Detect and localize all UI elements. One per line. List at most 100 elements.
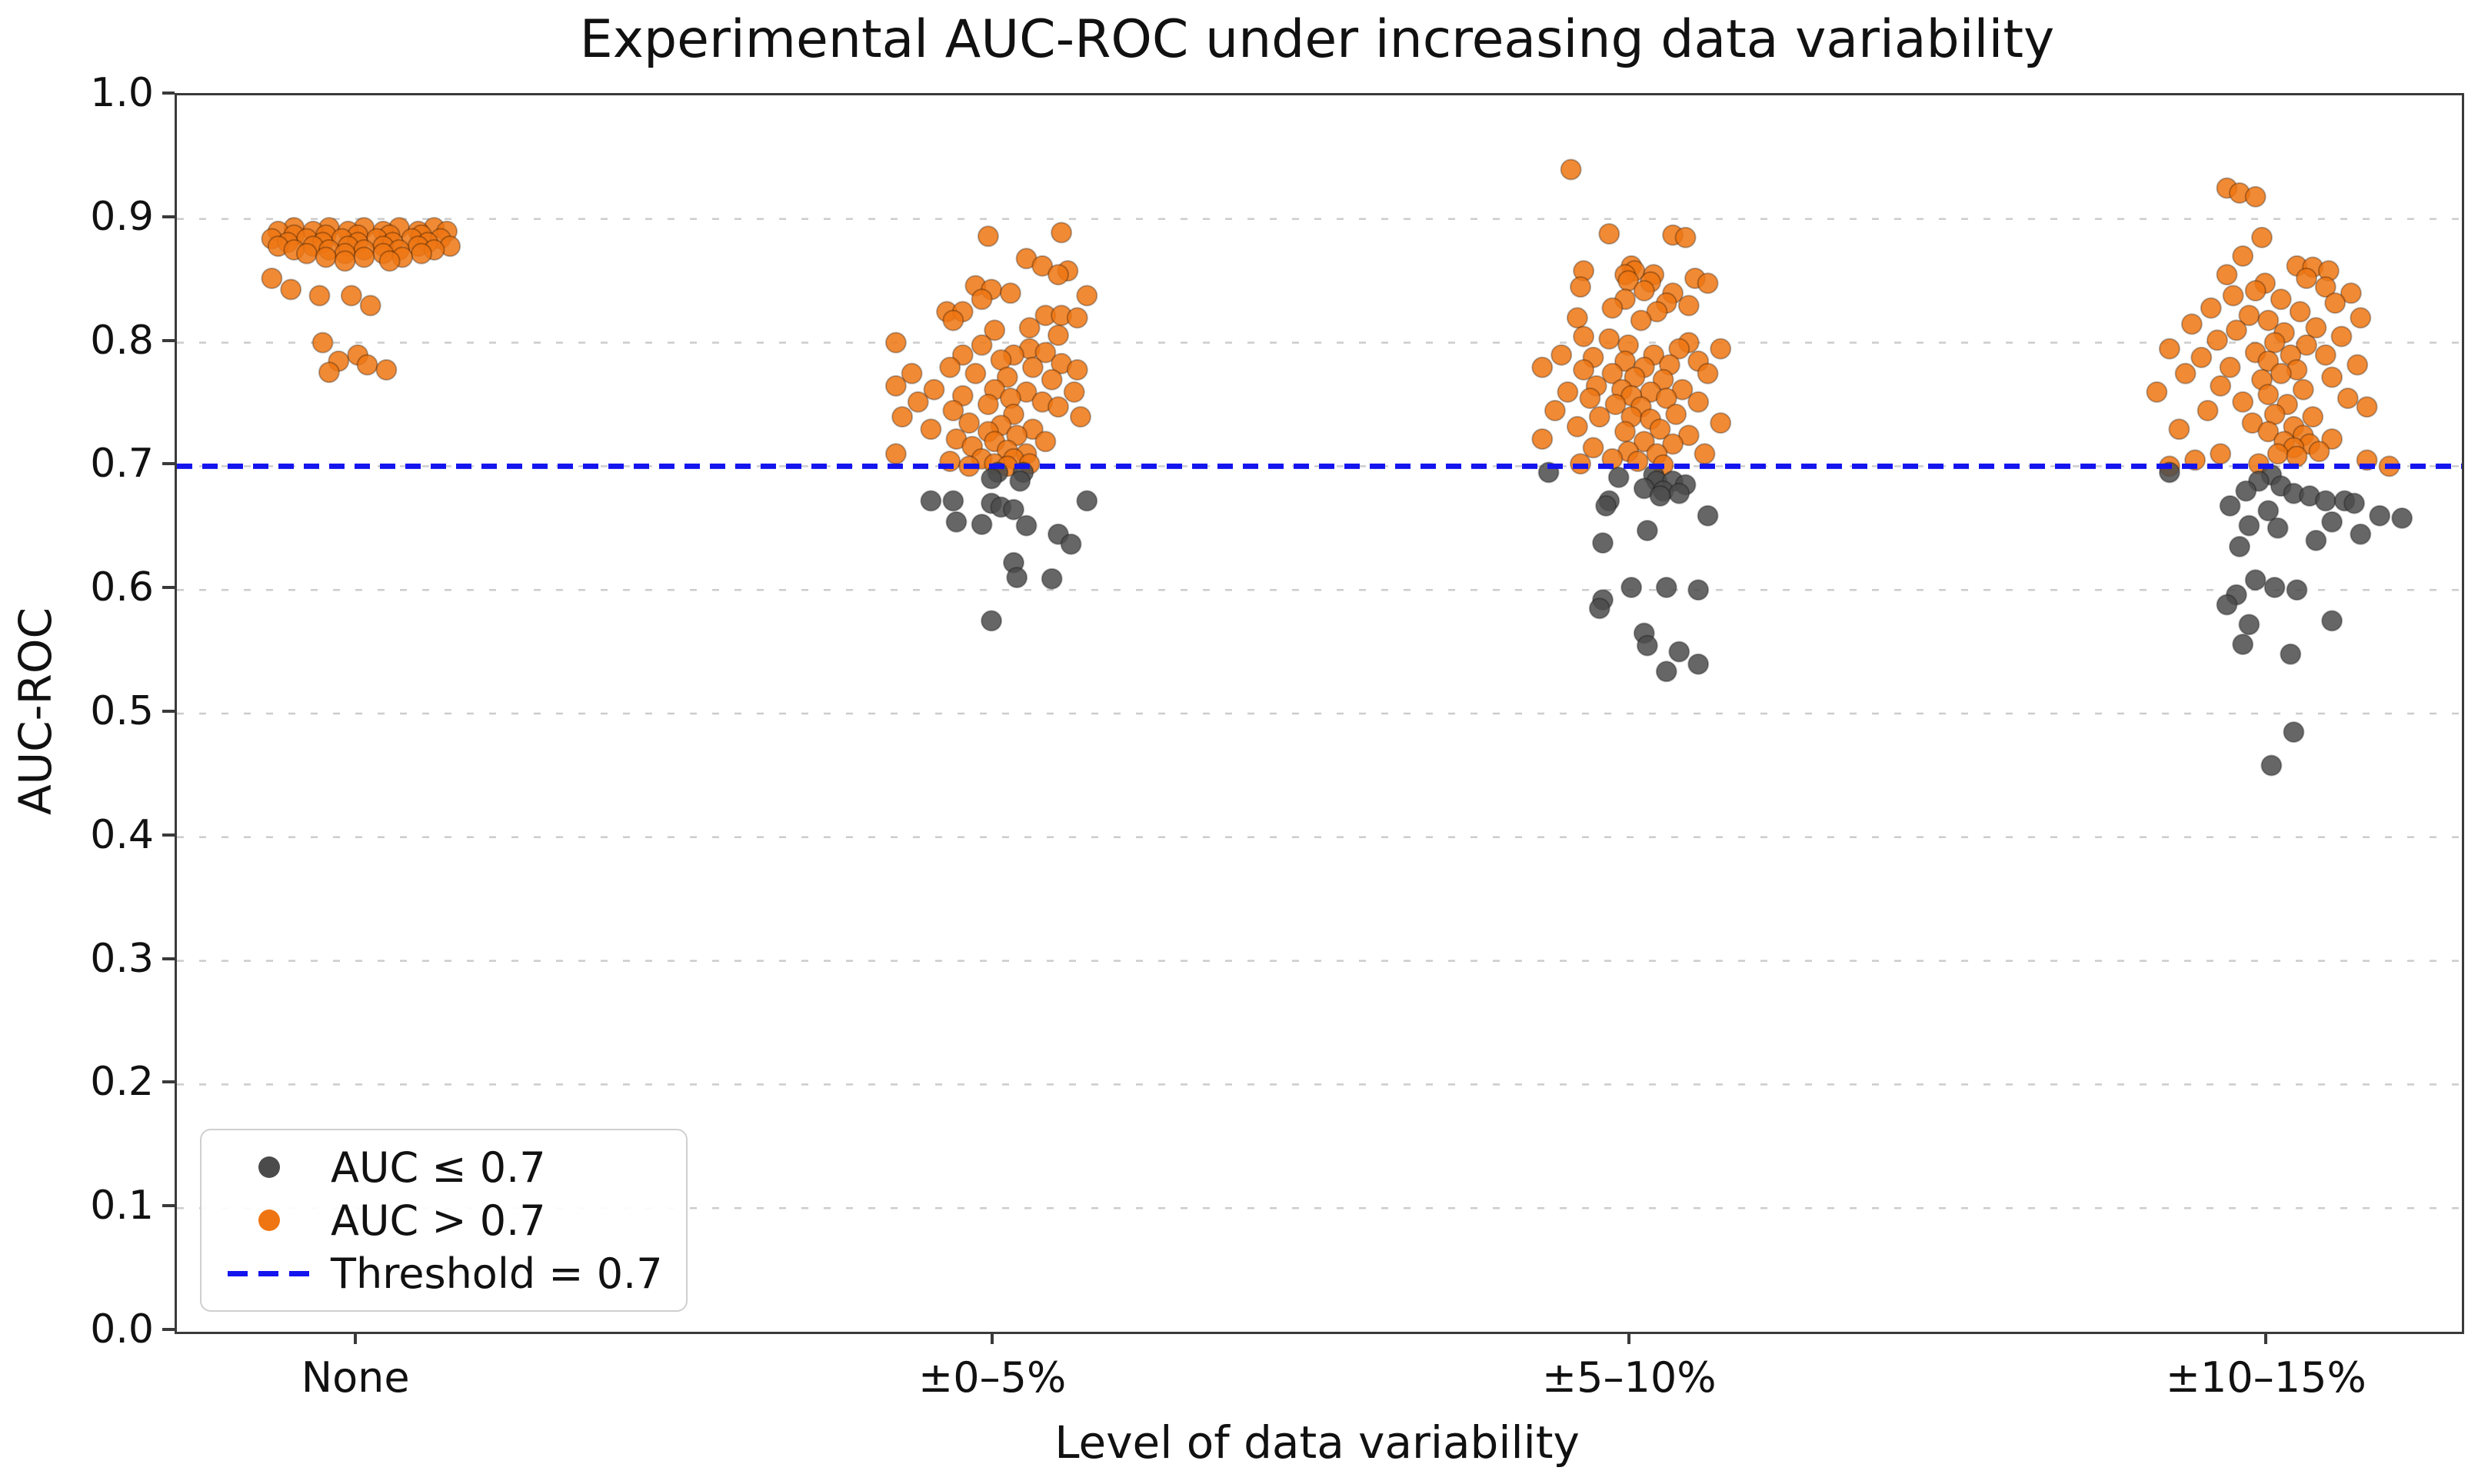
scatter-point — [1671, 378, 1694, 401]
scatter-point — [2232, 245, 2254, 267]
y-tick-mark — [162, 92, 175, 95]
scatter-point — [1076, 284, 1098, 307]
y-tick-mark — [162, 833, 175, 837]
y-tick-mark — [162, 462, 175, 466]
scatter-point — [2321, 511, 2343, 533]
scatter-point — [2174, 362, 2197, 384]
y-tick-label: 0.8 — [90, 317, 154, 364]
scatter-point — [1687, 579, 1710, 601]
y-tick-label: 0.5 — [90, 688, 154, 734]
scatter-point — [1573, 325, 1595, 348]
scatter-point — [1655, 577, 1677, 598]
scatter-point — [1070, 406, 1091, 428]
scatter-point — [1015, 514, 1037, 537]
scatter-point — [1633, 280, 1655, 302]
scatter-point — [2241, 412, 2263, 434]
scatter-point — [1694, 443, 1716, 465]
scatter-point — [2210, 374, 2232, 397]
scatter-point — [2305, 529, 2327, 551]
scatter-point — [939, 356, 961, 378]
scatter-point — [2238, 514, 2260, 537]
dashed-line-icon — [228, 1270, 311, 1276]
scatter-point — [2219, 494, 2241, 517]
scatter-point — [1047, 396, 1069, 418]
scatter-point — [1003, 498, 1024, 521]
scatter-point — [1051, 221, 1073, 244]
scatter-point — [2200, 297, 2222, 319]
scatter-point — [2222, 284, 2244, 307]
scatter-point — [1598, 328, 1620, 350]
scatter-point — [2238, 304, 2260, 327]
scatter-point — [2302, 406, 2324, 428]
scatter-point — [1607, 466, 1630, 488]
legend-item: AUC ≤ 0.7 — [215, 1143, 672, 1192]
scatter-point — [2190, 346, 2213, 368]
scatter-point — [2314, 490, 2336, 512]
scatter-point — [2343, 492, 2366, 514]
scatter-point — [2260, 754, 2283, 777]
y-tick-label: 0.6 — [90, 564, 154, 611]
scatter-point — [2296, 268, 2317, 289]
scatter-point — [1710, 412, 1732, 434]
scatter-point — [2280, 643, 2302, 665]
scatter-point — [1582, 437, 1604, 459]
scatter-point — [1655, 660, 1677, 683]
scatter-point — [1598, 223, 1620, 245]
scatter-point — [2292, 378, 2314, 401]
scatter-point — [2330, 325, 2353, 348]
scatter-point — [2257, 384, 2280, 406]
scatter-point — [2219, 356, 2241, 378]
y-tick-mark — [162, 957, 175, 960]
scatter-point — [999, 282, 1021, 304]
scatter-point — [2210, 443, 2232, 465]
y-tick-label: 0.7 — [90, 441, 154, 487]
scatter-point — [1579, 388, 1601, 409]
scatter-point — [1668, 482, 1690, 504]
scatter-point — [261, 268, 283, 289]
scatter-point — [2229, 535, 2250, 557]
x-tick-label: ±5–10% — [1541, 1353, 1717, 1402]
scatter-point — [1041, 567, 1063, 590]
scatter-point — [2267, 443, 2289, 465]
scatter-point — [2296, 334, 2317, 356]
scatter-point — [1649, 485, 1671, 507]
scatter-point — [311, 331, 334, 354]
scatter-point — [280, 278, 302, 301]
scatter-point — [981, 610, 1003, 632]
scatter-point — [2305, 317, 2327, 339]
scatter-point — [1018, 317, 1041, 339]
x-tick-mark — [1627, 1332, 1631, 1344]
x-tick-label: ±10–15% — [2165, 1353, 2366, 1402]
y-tick-mark — [162, 1204, 175, 1208]
scatter-point — [1557, 381, 1579, 403]
scatter-point — [1677, 424, 1700, 447]
scatter-point — [308, 284, 331, 307]
scatter-point — [1544, 400, 1566, 421]
scatter-point — [971, 334, 993, 356]
scatter-point — [1047, 324, 1069, 346]
y-tick-label: 0.3 — [90, 935, 154, 982]
scatter-point — [907, 391, 929, 413]
legend-item-label: Threshold = 0.7 — [331, 1249, 663, 1298]
scatter-point — [1566, 307, 1588, 329]
scatter-point — [1630, 309, 1652, 331]
scatter-point — [2286, 579, 2308, 601]
scatter-point — [1710, 338, 1732, 360]
scatter-point — [1592, 532, 1614, 554]
legend-marker-cell — [215, 1209, 323, 1231]
scatter-point — [1034, 431, 1057, 453]
legend-item: Threshold = 0.7 — [215, 1249, 672, 1298]
scatter-point — [2257, 350, 2280, 372]
scatter-point — [2225, 319, 2247, 341]
y-tick-label: 0.9 — [90, 193, 154, 240]
scatter-point — [1646, 301, 1668, 323]
scatter-point — [2197, 400, 2219, 421]
y-tick-mark — [162, 215, 175, 218]
y-tick-mark — [162, 1328, 175, 1331]
scatter-point — [1021, 356, 1044, 378]
scatter-point — [1573, 359, 1595, 381]
scatter-point — [920, 490, 942, 512]
scatter-point — [375, 359, 398, 381]
scatter-point — [1614, 421, 1636, 443]
scatter-point — [378, 250, 401, 272]
